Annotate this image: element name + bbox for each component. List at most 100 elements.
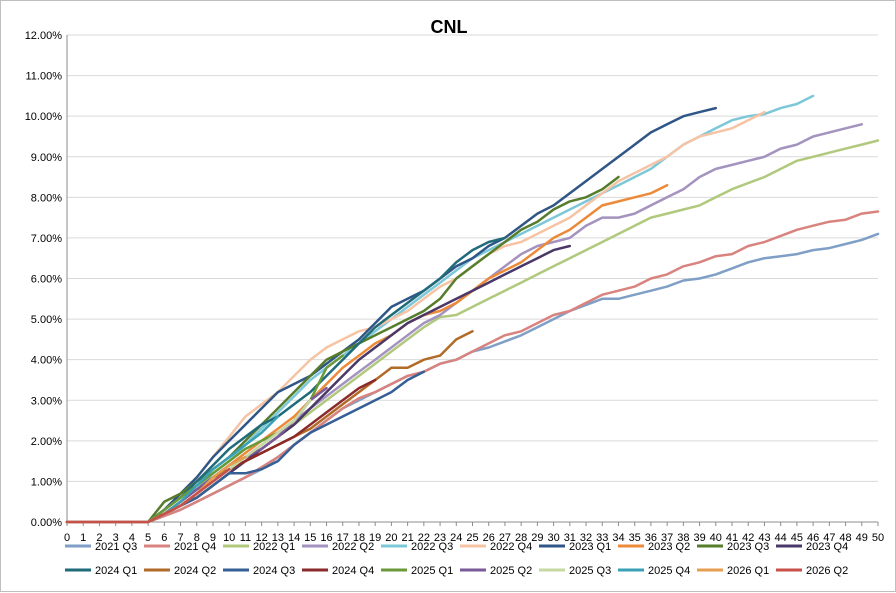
legend-entry: 2025 Q2 <box>460 565 532 577</box>
legend-entry: 2025 Q1 <box>381 565 453 577</box>
y-tick-label: 9.00% <box>31 152 62 164</box>
x-tick-label: 49 <box>856 532 868 544</box>
series-line-2021-q4 <box>65 210 880 524</box>
x-tick-label: 18 <box>353 532 365 544</box>
x-tick-label: 16 <box>320 532 332 544</box>
x-tick-label: 21 <box>401 532 413 544</box>
x-tick-label: 10 <box>223 532 235 544</box>
legend-label: 2022 Q3 <box>411 541 453 553</box>
legend-label: 2024 Q3 <box>253 565 295 577</box>
x-tick-label: 3 <box>113 532 119 544</box>
x-tick-label: 9 <box>210 532 216 544</box>
legend-entry: 2024 Q4 <box>302 565 374 577</box>
x-tick-label: 20 <box>385 532 397 544</box>
x-tick-label: 12 <box>256 532 268 544</box>
x-tick-label: 40 <box>710 532 722 544</box>
legend-label: 2025 Q3 <box>569 565 611 577</box>
series-line-2022-q4 <box>65 110 766 524</box>
series-line-2024-q1 <box>65 236 507 524</box>
x-tick-label: 15 <box>304 532 316 544</box>
x-tick-label: 14 <box>288 532 300 544</box>
legend-entry: 2021 Q3 <box>65 541 137 553</box>
legend-entry: 2022 Q2 <box>302 541 374 553</box>
legend-entry: 2026 Q2 <box>776 565 848 577</box>
x-tick-label: 36 <box>645 532 657 544</box>
legend-entry: 2025 Q4 <box>618 565 690 577</box>
series-line-2022-q3 <box>65 94 815 524</box>
legend-label: 2025 Q2 <box>490 565 532 577</box>
legend-label: 2022 Q2 <box>332 541 374 553</box>
legend-label: 2023 Q3 <box>727 541 769 553</box>
series-line-2026-q2 <box>65 467 231 524</box>
y-tick-label: 12.00% <box>25 30 63 42</box>
x-tick-label: 23 <box>434 532 446 544</box>
x-tick-label: 47 <box>823 532 835 544</box>
x-tick-label: 44 <box>775 532 787 544</box>
legend-entry: 2022 Q3 <box>381 541 453 553</box>
x-tick-label: 38 <box>677 532 689 544</box>
legend-label: 2022 Q4 <box>490 541 532 553</box>
x-tick-label: 0 <box>64 532 70 544</box>
series-line-2023-q1 <box>65 106 718 524</box>
grid-lines <box>67 34 878 523</box>
y-tick-label: 10.00% <box>25 111 63 123</box>
legend-entry: 2022 Q1 <box>223 541 295 553</box>
x-tick-label: 4 <box>129 532 135 544</box>
x-tick-label: 22 <box>418 532 430 544</box>
legend-entry: 2023 Q2 <box>618 541 690 553</box>
x-tick-label: 41 <box>726 532 738 544</box>
legend: 2021 Q3 2021 Q4 2022 Q1 2022 Q2 2022 Q3 2022 … <box>65 541 848 577</box>
legend-entry: 2026 Q1 <box>697 565 769 577</box>
x-tick-label: 29 <box>531 532 543 544</box>
legend-label: 2023 Q4 <box>806 541 848 553</box>
legend-label: 2025 Q1 <box>411 565 453 577</box>
x-tick-label: 30 <box>547 532 559 544</box>
legend-label: 2023 Q1 <box>569 541 611 553</box>
legend-entry: 2023 Q1 <box>539 541 611 553</box>
series-line-2024-q4 <box>65 378 377 524</box>
series-line-2025-q4 <box>65 415 280 524</box>
x-tick-label: 5 <box>145 532 151 544</box>
x-tick-label: 7 <box>177 532 183 544</box>
x-tick-label: 24 <box>450 532 462 544</box>
axes <box>66 35 879 526</box>
y-tick-label: 7.00% <box>31 233 62 245</box>
x-tick-label: 33 <box>596 532 608 544</box>
legend-label: 2024 Q2 <box>174 565 216 577</box>
y-tick-label: 11.00% <box>26 71 63 83</box>
x-tick-label: 48 <box>839 532 851 544</box>
legend-entry: 2023 Q4 <box>776 541 848 553</box>
x-tick-label: 25 <box>466 532 478 544</box>
legend-label: 2021 Q3 <box>95 541 137 553</box>
x-tick-label: 50 <box>872 532 884 544</box>
x-tick-label: 26 <box>483 532 495 544</box>
y-tick-label: 5.00% <box>31 314 62 326</box>
y-axis-tick-labels: 0.00% 1.00% 2.00% 3.00% 4.00% 5.00% 6.00% 7.00%… <box>25 30 63 529</box>
legend-entry: 2023 Q3 <box>697 541 769 553</box>
x-tick-label: 39 <box>693 532 705 544</box>
y-tick-label: 4.00% <box>31 355 62 367</box>
y-tick-label: 2.00% <box>31 436 62 448</box>
x-tick-label: 6 <box>161 532 167 544</box>
legend-entry: 2024 Q1 <box>65 565 137 577</box>
y-tick-label: 3.00% <box>31 395 62 407</box>
legend-entry: 2024 Q3 <box>223 565 295 577</box>
legend-label: 2024 Q1 <box>95 565 137 577</box>
x-tick-label: 37 <box>661 532 673 544</box>
y-tick-label: 6.00% <box>31 274 62 286</box>
x-tick-label: 32 <box>580 532 592 544</box>
legend-label: 2022 Q1 <box>253 541 295 553</box>
x-tick-label: 34 <box>612 532 624 544</box>
legend-label: 2026 Q2 <box>806 565 848 577</box>
legend-label: 2024 Q4 <box>332 565 374 577</box>
legend-entry: 2024 Q2 <box>144 565 216 577</box>
legend-label: 2026 Q1 <box>727 565 769 577</box>
x-tick-label: 11 <box>240 532 251 544</box>
x-tick-label: 46 <box>807 532 819 544</box>
legend-entry: 2021 Q4 <box>144 541 216 553</box>
legend-entry: 2025 Q3 <box>539 565 611 577</box>
series-line-2023-q3 <box>65 175 620 524</box>
x-tick-label: 2 <box>96 532 102 544</box>
